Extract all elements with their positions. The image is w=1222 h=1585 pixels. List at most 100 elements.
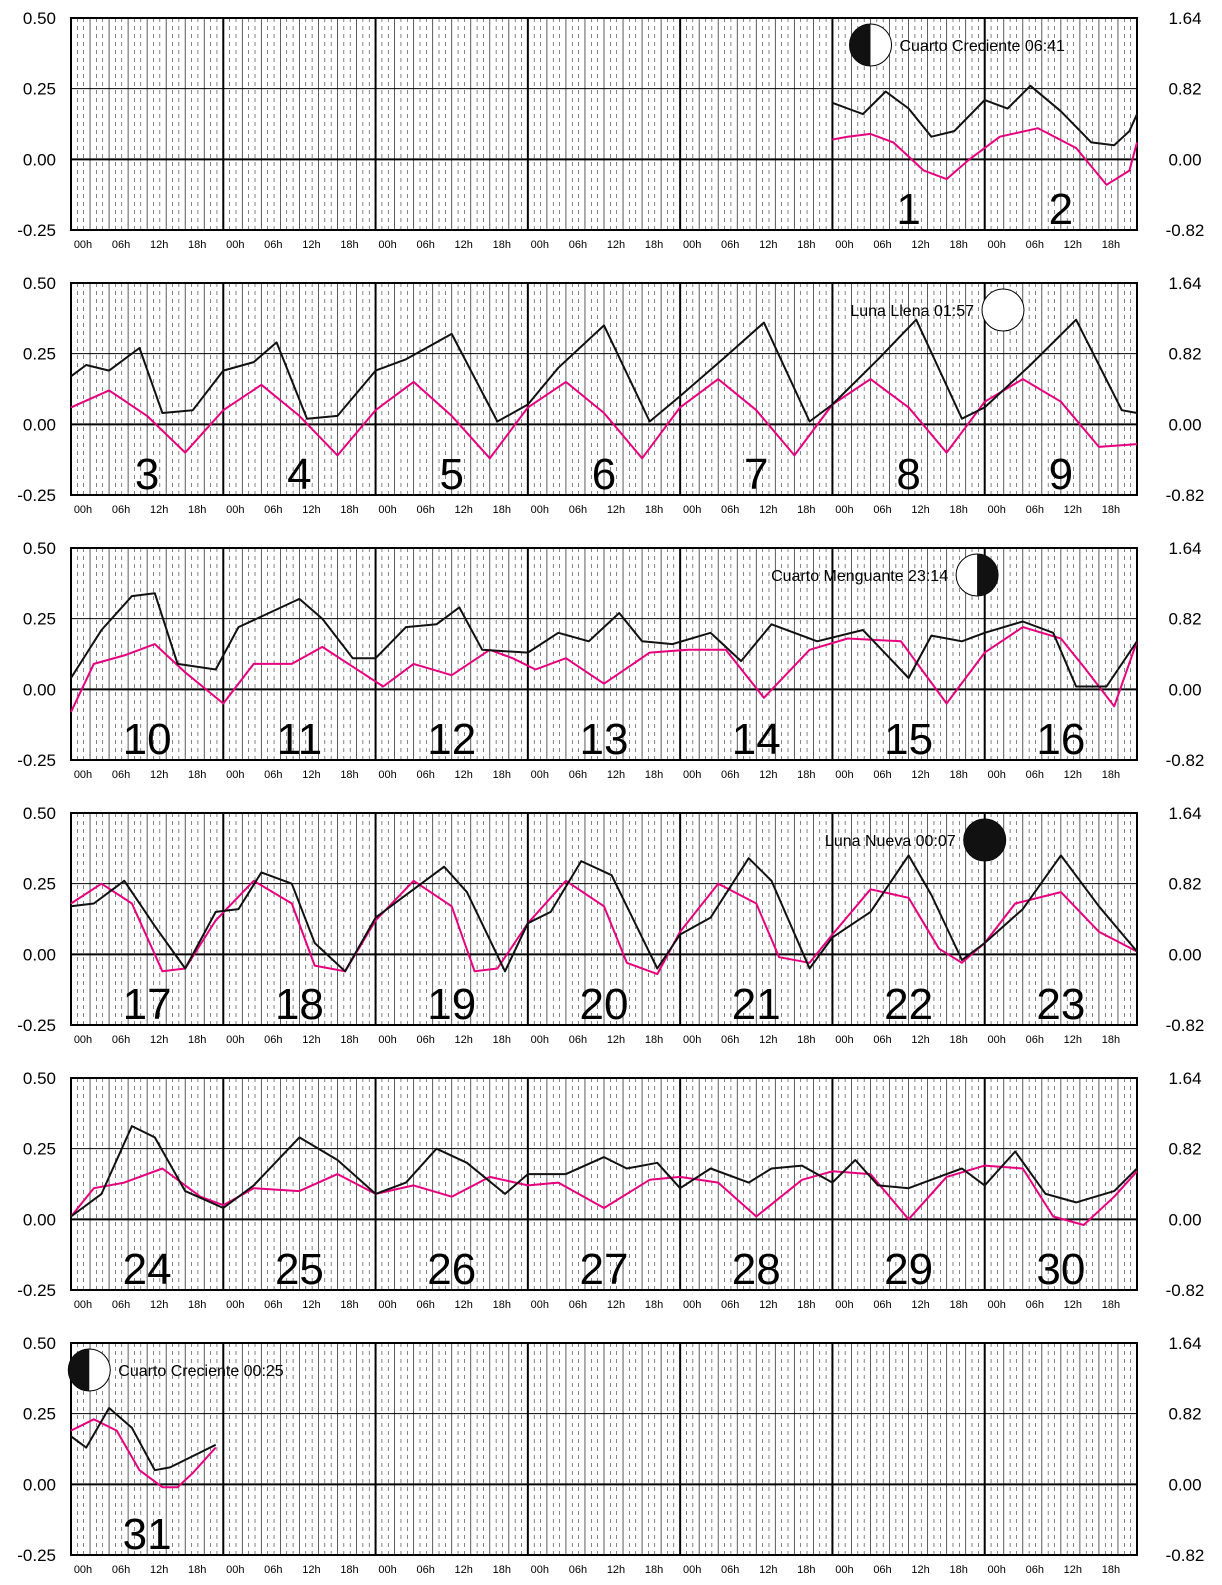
- right-tick-label: 1.64: [1168, 804, 1201, 823]
- time-tick-label: 18h: [949, 1564, 967, 1576]
- time-tick-label: 00h: [378, 1034, 396, 1046]
- day-number-label: 1: [896, 185, 920, 234]
- time-tick-label: 18h: [645, 1564, 663, 1576]
- time-tick-label: 06h: [1026, 239, 1044, 251]
- time-tick-label: 00h: [74, 1034, 92, 1046]
- panel-frame: [70, 547, 1138, 761]
- right-tick-label: 0.00: [1168, 680, 1201, 699]
- day-number-label: 19: [427, 980, 476, 1029]
- time-tick-label: 12h: [759, 1299, 777, 1311]
- time-tick-label: 18h: [1102, 1034, 1120, 1046]
- time-tick-label: 00h: [988, 239, 1006, 251]
- day-number-label: 8: [896, 450, 920, 499]
- moon-phase-icon: [67, 1348, 111, 1392]
- time-tick-label: 18h: [645, 239, 663, 251]
- time-tick-label: 00h: [835, 769, 853, 781]
- time-tick-label: 00h: [74, 1564, 92, 1576]
- time-tick-label: 12h: [759, 239, 777, 251]
- left-tick-label: 0.25: [23, 345, 56, 364]
- time-tick-label: 06h: [112, 504, 130, 516]
- black-series-line: [70, 592, 1138, 688]
- time-tick-label: 18h: [188, 769, 206, 781]
- time-tick-label: 18h: [645, 1034, 663, 1046]
- right-tick-label: 1.64: [1168, 1069, 1201, 1088]
- panel: 0.50 0.25 0.00 -0.25 1.64 0.82 0.00 -0.82 00h 06h…: [17, 274, 1204, 516]
- time-tick-label: 06h: [721, 239, 739, 251]
- right-tick-label: 0.82: [1168, 345, 1201, 364]
- moon-dark-half: [849, 24, 871, 66]
- time-tick-label: 12h: [1064, 1034, 1082, 1046]
- time-tick-label: 12h: [150, 504, 168, 516]
- time-tick-label: 18h: [797, 1564, 815, 1576]
- day-number-label: 6: [592, 450, 616, 499]
- time-tick-label: 06h: [112, 1299, 130, 1311]
- moon-phase-label: Luna Llena 01:57: [850, 303, 974, 320]
- time-tick-label: 06h: [1026, 1299, 1044, 1311]
- time-tick-label: 12h: [302, 1564, 320, 1576]
- right-tick-label: 0.82: [1168, 610, 1201, 629]
- time-tick-label: 00h: [835, 1034, 853, 1046]
- time-tick-label: 00h: [988, 504, 1006, 516]
- right-tick-label: -0.82: [1166, 486, 1205, 505]
- time-tick-label: 12h: [759, 1034, 777, 1046]
- time-tick-label: 12h: [911, 1299, 929, 1311]
- time-tick-label: 06h: [416, 1299, 434, 1311]
- time-tick-label: 12h: [150, 1564, 168, 1576]
- time-tick-label: 00h: [988, 1564, 1006, 1576]
- time-tick-label: 12h: [455, 239, 473, 251]
- time-tick-label: 12h: [911, 1034, 929, 1046]
- time-tick-label: 06h: [569, 1299, 587, 1311]
- day-number-label: 5: [439, 450, 463, 499]
- day-number-label: 30: [1036, 1245, 1085, 1294]
- left-tick-label: 0.25: [23, 1405, 56, 1424]
- left-tick-label: -0.25: [17, 1016, 56, 1035]
- time-tick-label: 06h: [873, 239, 891, 251]
- right-tick-label: 0.82: [1168, 1140, 1201, 1159]
- time-tick-label: 12h: [1064, 1299, 1082, 1311]
- time-tick-label: 00h: [988, 1299, 1006, 1311]
- time-tick-label: 12h: [455, 504, 473, 516]
- right-tick-label: -0.82: [1166, 221, 1205, 240]
- magenta-series-line: [70, 1418, 217, 1489]
- day-number-label: 21: [732, 980, 781, 1029]
- time-tick-label: 18h: [340, 1564, 358, 1576]
- moon-disc: [981, 288, 1025, 332]
- time-tick-label: 00h: [531, 1034, 549, 1046]
- left-tick-label: 0.00: [23, 415, 56, 434]
- day-number-label: 28: [732, 1245, 781, 1294]
- time-tick-label: 18h: [1102, 239, 1120, 251]
- left-tick-label: 0.00: [23, 680, 56, 699]
- right-tick-label: 1.64: [1168, 539, 1201, 558]
- time-tick-label: 00h: [835, 1299, 853, 1311]
- day-number-label: 7: [744, 450, 768, 499]
- time-tick-label: 00h: [226, 504, 244, 516]
- day-number-label: 9: [1049, 450, 1073, 499]
- time-tick-label: 00h: [226, 1299, 244, 1311]
- time-tick-label: 12h: [150, 239, 168, 251]
- time-tick-label: 00h: [226, 1034, 244, 1046]
- time-tick-label: 18h: [1102, 1564, 1120, 1576]
- day-number-label: 26: [427, 1245, 476, 1294]
- time-tick-label: 00h: [226, 239, 244, 251]
- moon-phase-label: Luna Nueva 00:07: [825, 833, 956, 850]
- time-tick-label: 18h: [1102, 769, 1120, 781]
- left-tick-label: 0.50: [23, 9, 56, 28]
- time-tick-label: 12h: [607, 239, 625, 251]
- left-tick-label: 0.25: [23, 1140, 56, 1159]
- time-tick-label: 12h: [302, 769, 320, 781]
- time-tick-label: 18h: [340, 1299, 358, 1311]
- magenta-series-line: [832, 127, 1138, 186]
- time-tick-label: 06h: [112, 239, 130, 251]
- time-tick-label: 18h: [493, 1299, 511, 1311]
- moon-dark-half: [977, 554, 999, 596]
- time-tick-label: 06h: [112, 769, 130, 781]
- moon-phase-icon: [849, 23, 892, 67]
- time-tick-label: 12h: [759, 1564, 777, 1576]
- time-tick-label: 00h: [531, 504, 549, 516]
- time-tick-label: 06h: [721, 504, 739, 516]
- time-tick-label: 18h: [493, 769, 511, 781]
- left-tick-label: 0.00: [23, 945, 56, 964]
- time-tick-label: 18h: [949, 1034, 967, 1046]
- time-tick-label: 00h: [531, 769, 549, 781]
